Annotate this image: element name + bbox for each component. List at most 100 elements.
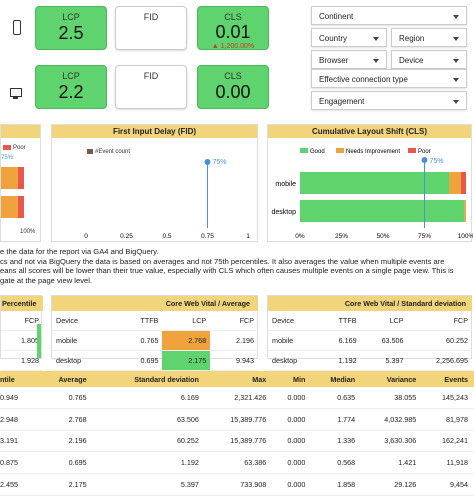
- table-cell: 0.765: [114, 330, 163, 351]
- chart-title: [1, 125, 40, 138]
- browser-dropdown[interactable]: Browser: [311, 50, 387, 69]
- stacked-bars: [300, 172, 466, 222]
- table-row: desktop 0.695 2.175 9.943: [52, 350, 258, 371]
- axis-tick-label: 0.5: [162, 233, 171, 240]
- x-axis-ticks: 0 0.25 0.5 0.75 1: [84, 233, 250, 240]
- table-header: ntile: [0, 371, 38, 387]
- chart-legend: Poor: [3, 145, 26, 151]
- chart-bar: [449, 172, 462, 194]
- table-cell: 733.908: [204, 473, 273, 496]
- cwv-average-table: Core Web Vital / Average Device TTFB LCP…: [51, 295, 258, 371]
- table-cell: 1.928: [1, 350, 43, 371]
- percentile-marker-dot: [204, 159, 211, 165]
- table-cell: 0.000: [272, 451, 312, 475]
- chart-bar: [300, 200, 465, 222]
- tile-change: ▲ 1,200.00%: [211, 43, 255, 50]
- fid-chart: First Input Delay (FID) #Event count 75%…: [51, 124, 258, 242]
- chevron-down-icon: [453, 78, 459, 82]
- table-cell: 60.252: [92, 430, 205, 453]
- country-dropdown[interactable]: Country: [311, 28, 387, 47]
- table-header: LCP: [360, 311, 408, 331]
- continent-dropdown[interactable]: Continent: [311, 6, 467, 25]
- mobile-lcp-tile: LCP 2.5: [35, 6, 107, 50]
- table-header: LCP: [162, 311, 211, 331]
- table-cell: 0.635: [311, 387, 362, 409]
- mobile-cls-tile: CLS 0.01 ▲ 1,200.00%: [197, 6, 269, 50]
- axis-tick-label: 0.75: [201, 233, 214, 240]
- table-cell: 0.000: [272, 387, 312, 409]
- table-cell: 0.949: [0, 387, 38, 409]
- table-cell: 2.455: [0, 473, 38, 496]
- metrics-stats-table: ntile Average Standard deviation Max Min…: [0, 371, 474, 496]
- percentile-marker-label: 75%: [213, 159, 227, 166]
- table-cell: 1.858: [311, 473, 362, 496]
- table-cell: mobile: [52, 330, 115, 351]
- table-cell: 2.768: [37, 408, 93, 431]
- chart-legend: #Event count: [87, 149, 130, 155]
- table-cell: 4,032.985: [361, 408, 423, 431]
- table-cell: 63.386: [204, 451, 273, 475]
- table-cell: desktop: [268, 350, 321, 371]
- dropdown-label: Region: [399, 34, 425, 43]
- region-dropdown[interactable]: Region: [391, 28, 467, 47]
- notes-line: e the data for the report via GA4 and Bi…: [0, 247, 159, 256]
- table-row: mobile 0.765 2.768 2.196: [52, 330, 258, 351]
- table-cell: 5.397: [360, 350, 408, 371]
- notes-line: cs and not via BigQuery the data is base…: [0, 256, 445, 266]
- x-axis-ticks: 0% 25% 50% 75% 100%: [295, 233, 473, 240]
- device-dropdown[interactable]: Device: [391, 50, 467, 69]
- chart-legend: Good Needs Improvement Poor: [300, 148, 431, 155]
- legend-label: #Event count: [95, 149, 131, 156]
- desktop-lcp-tile: LCP 2.2: [35, 65, 107, 109]
- table-cell: 1.192: [92, 451, 205, 475]
- cls-chart: Cumulative Layout Shift (CLS) Good Needs …: [267, 124, 473, 242]
- dropdown-label: Effective connection type: [319, 75, 408, 84]
- table-cell: 162,241: [422, 430, 474, 453]
- table-header: TTFB: [114, 311, 163, 331]
- table-cell: 9.943: [210, 350, 258, 371]
- table-title: Core Web Vital / Average: [52, 296, 258, 311]
- table-cell: 2.175: [37, 473, 93, 496]
- axis-tick-label: 0%: [295, 233, 305, 240]
- table-cell: 0.000: [272, 430, 312, 453]
- engagement-dropdown[interactable]: Engagement: [311, 91, 467, 110]
- connection-type-dropdown[interactable]: Effective connection type: [311, 69, 467, 88]
- table-header: FCP: [210, 311, 258, 331]
- scrollbar[interactable]: [37, 324, 41, 358]
- table-header: Device: [52, 311, 115, 331]
- legend-label: Good: [310, 149, 325, 155]
- table-cell: 0.000: [272, 408, 312, 431]
- chevron-down-icon: [373, 37, 379, 41]
- tile-label: FID: [143, 71, 159, 81]
- marker-label: 75%: [1, 155, 14, 161]
- dropdown-label: Browser: [319, 56, 349, 65]
- cwv-stddev-table: Core Web Vital / Standard deviation Devi…: [267, 295, 472, 371]
- table-cell: 0.765: [37, 387, 93, 409]
- table-cell: 9,454: [422, 473, 474, 496]
- legend-swatch: [87, 149, 93, 154]
- desktop-fid-tile: FID: [115, 65, 187, 109]
- table-cell: 1.192: [320, 350, 361, 371]
- percentile-marker-dot: [421, 157, 428, 163]
- chart-bar: [18, 167, 24, 189]
- table-cell: 1.774: [311, 408, 362, 431]
- dropdown-label: Continent: [319, 12, 354, 21]
- report-notes: e the data for the report via GA4 and Bi…: [0, 247, 454, 285]
- legend-label: Poor: [13, 145, 26, 152]
- table-header: Device: [268, 311, 321, 331]
- table-header: TTFB: [320, 311, 361, 331]
- table-cell: 3,630.306: [361, 430, 423, 453]
- table-title: Percentile: [1, 296, 43, 311]
- cls-plot: Good Needs Improvement Poor mobiledesktop …: [271, 148, 473, 240]
- tile-label: LCP: [62, 71, 80, 81]
- table-row: 2.455 2.175 5.397 733.908 0.000 1.858 29…: [0, 473, 474, 496]
- percentile-table: Percentile FCP 1.805 1.928: [0, 295, 43, 371]
- table-cell: 15,389.776: [204, 408, 273, 431]
- table-header: Average: [37, 371, 93, 387]
- table-cell: 63.506: [360, 330, 408, 351]
- chart-bar: [1, 196, 18, 218]
- category-label: mobile: [275, 181, 296, 188]
- table-cell: 2,256.695: [407, 350, 472, 371]
- chart-title: First Input Delay (FID): [52, 125, 257, 138]
- desktop-cls-tile: CLS 0.00: [197, 65, 269, 109]
